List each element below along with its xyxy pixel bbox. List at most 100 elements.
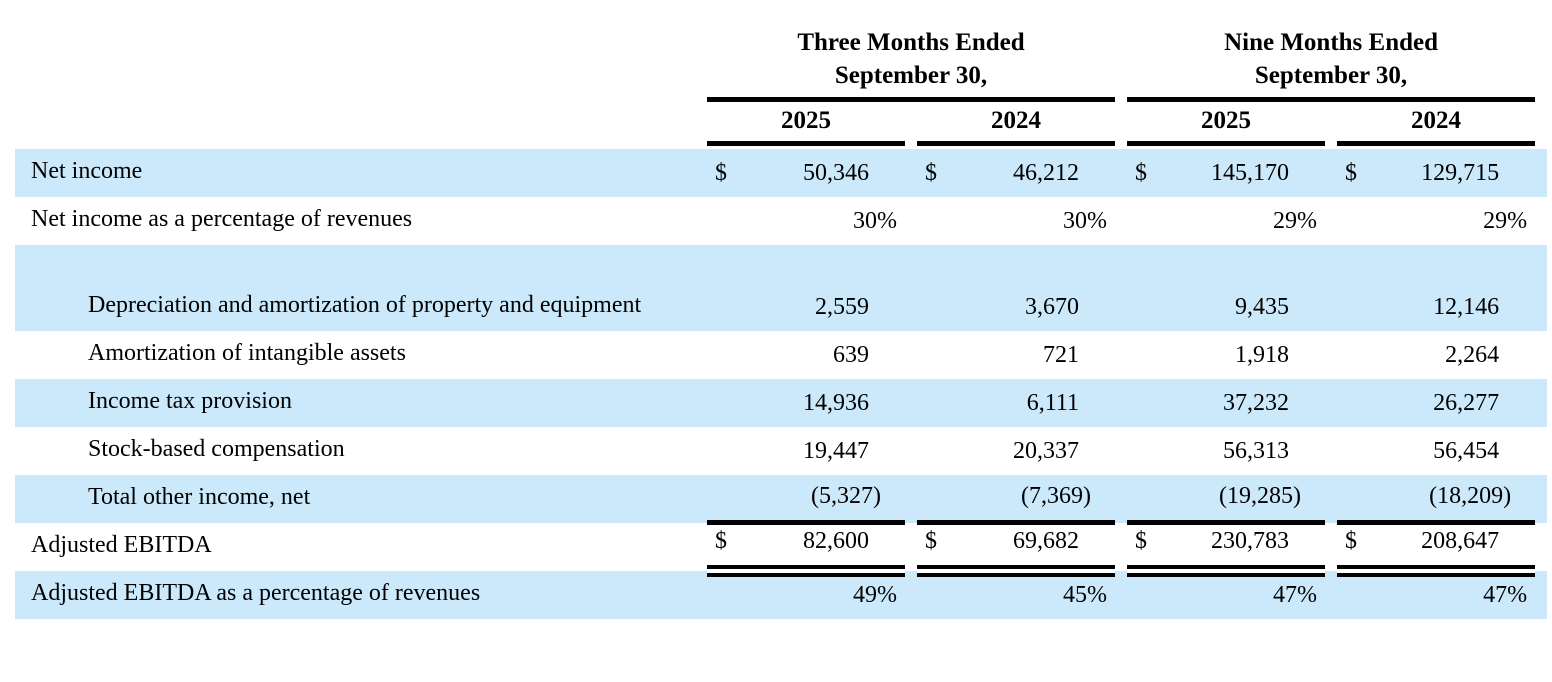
spacer-cell [1535, 331, 1547, 379]
spacer-cell [1115, 100, 1127, 144]
row-label: Depreciation and amortization of propert… [15, 244, 707, 331]
empty-corner-cell [15, 100, 707, 144]
value-cell: 29% [1273, 207, 1318, 234]
value-cell: 56,454 [1433, 437, 1500, 464]
currency-symbol: $ [707, 522, 749, 577]
group-title-line1: Three Months Ended [797, 29, 1025, 56]
table-row-stock-based-compensation: Stock-based compensation 19,447 20,337 5… [15, 427, 1547, 475]
row-label: Adjusted EBITDA as a percentage of reven… [15, 570, 707, 619]
column-group-title-three-months: Three Months Ended September 30, [707, 26, 1116, 102]
spacer-cell [1535, 427, 1547, 475]
value-cell: 26,277 [1379, 378, 1536, 427]
value-cell: 56,313 [1223, 437, 1290, 464]
spacer-cell [905, 570, 917, 619]
currency-symbol [1337, 378, 1380, 427]
value-cell: 230,783 [1169, 522, 1326, 577]
table-row-amortization-intangibles: Amortization of intangible assets 639 72… [15, 331, 1547, 379]
currency-symbol [707, 570, 749, 619]
value-cell: 19,447 [803, 437, 869, 464]
currency-symbol [1337, 427, 1379, 475]
value-cell: 30% [1063, 207, 1108, 234]
table-row-depreciation-amortization: Depreciation and amortization of propert… [15, 244, 1548, 331]
currency-symbol: $ [707, 148, 749, 197]
value-cell: 49% [749, 570, 905, 619]
currency-symbol [1337, 331, 1379, 379]
currency-symbol [1337, 474, 1380, 525]
column-group-header-row: Three Months Ended September 30, Nine Mo… [15, 26, 1547, 102]
currency-symbol: $ [1127, 148, 1170, 197]
value-cell: 12,146 [1379, 244, 1536, 331]
spacer-cell [1535, 474, 1548, 523]
spacer-cell [1115, 427, 1127, 475]
table-row-income-tax-provision: Income tax provision 14,936 6,111 37,232… [15, 378, 1548, 427]
spacer-cell [1325, 148, 1338, 197]
currency-symbol [707, 244, 749, 331]
currency-symbol: $ [1127, 522, 1170, 577]
currency-symbol: $ [1337, 522, 1380, 577]
spacer-cell [1535, 100, 1547, 144]
value-cell: 37,232 [1169, 378, 1326, 427]
spacer-cell [1535, 523, 1547, 571]
spacer-cell [1535, 570, 1548, 619]
spacer-cell [1535, 26, 1547, 100]
value-cell: 50,346 [749, 148, 905, 197]
value-cell: 3,670 [959, 244, 1116, 331]
currency-symbol [917, 427, 959, 475]
value-cell: 69,682 [959, 522, 1116, 577]
currency-symbol [1337, 244, 1380, 331]
spacer-cell [905, 331, 917, 379]
year-header: 2025 [1127, 99, 1326, 146]
spacer-cell [1115, 197, 1127, 245]
value-cell: 45% [959, 570, 1116, 619]
value-cell: (5,327) [749, 474, 905, 525]
currency-symbol [1127, 197, 1169, 245]
currency-symbol [1127, 378, 1170, 427]
table-row-net-income: Net income $ 50,346 $ 46,212 $ 145,170 $… [15, 148, 1548, 197]
value-cell: 47% [1169, 570, 1326, 619]
currency-symbol [1337, 570, 1380, 619]
spacer-cell [905, 523, 917, 571]
year-header: 2024 [1337, 99, 1536, 146]
value-cell: 2,559 [749, 244, 905, 331]
spacer-cell [1325, 331, 1337, 379]
spacer-cell [1535, 197, 1547, 245]
value-cell: 47% [1379, 570, 1536, 619]
spacer-cell [1115, 474, 1128, 523]
spacer-cell [1325, 427, 1337, 475]
row-label: Net income [15, 148, 707, 197]
empty-corner-cell [15, 26, 707, 100]
currency-symbol [707, 427, 749, 475]
spacer-cell [905, 148, 917, 197]
currency-symbol [917, 197, 959, 245]
value-cell: 721 [1043, 341, 1080, 368]
currency-symbol: $ [1337, 148, 1380, 197]
value-cell: (19,285) [1169, 474, 1326, 525]
row-label: Adjusted EBITDA [31, 531, 212, 558]
currency-symbol [1127, 474, 1170, 525]
value-cell: 46,212 [959, 148, 1116, 197]
value-cell: (7,369) [959, 474, 1116, 525]
currency-symbol [917, 244, 959, 331]
spacer-cell [1115, 331, 1127, 379]
spacer-cell [1535, 148, 1548, 197]
value-cell: 639 [833, 341, 869, 368]
year-header: 2025 [707, 99, 905, 146]
value-cell: 129,715 [1379, 148, 1536, 197]
spacer-cell [1115, 148, 1128, 197]
value-cell: 6,111 [959, 378, 1116, 427]
spacer-cell [1115, 523, 1127, 571]
spacer-cell [1325, 244, 1338, 331]
spacer-cell [1325, 100, 1337, 144]
spacer-cell [1325, 197, 1337, 245]
value-cell: 9,435 [1169, 244, 1326, 331]
spacer-cell [1115, 26, 1127, 100]
currency-symbol: $ [917, 148, 959, 197]
value-cell: 29% [1483, 207, 1528, 234]
spacer-cell [1115, 378, 1128, 427]
spacer-cell [1535, 244, 1548, 331]
currency-symbol [1127, 570, 1170, 619]
spacer-cell [1325, 378, 1338, 427]
row-label: Stock-based compensation [88, 435, 345, 462]
spacer-cell [1325, 570, 1338, 619]
spacer-cell [1115, 244, 1128, 331]
